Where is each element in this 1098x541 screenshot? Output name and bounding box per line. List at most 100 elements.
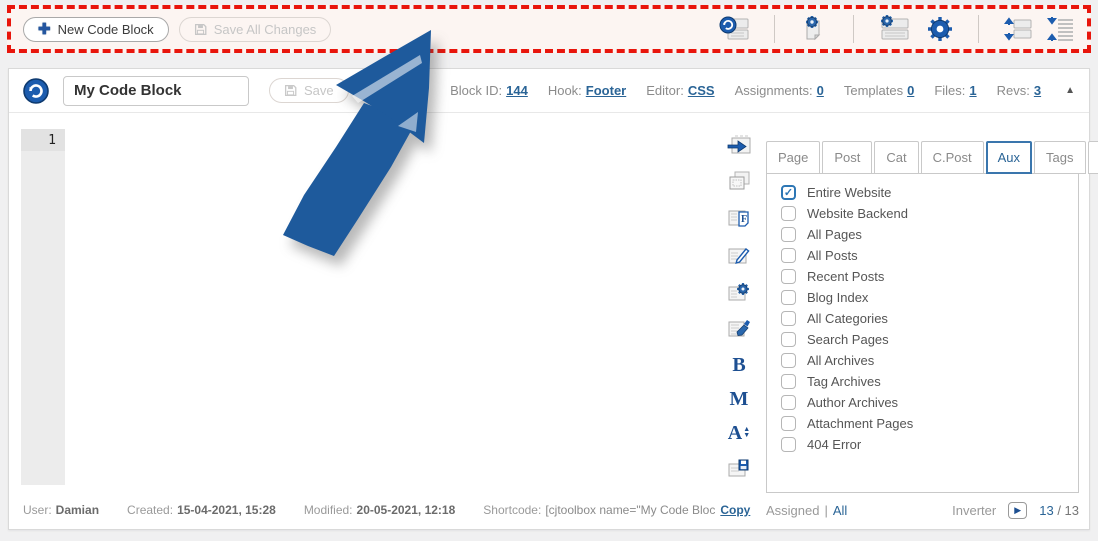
save-block-label: Save xyxy=(304,83,334,98)
checkbox-icon[interactable] xyxy=(781,227,796,242)
assignment-option[interactable]: Recent Posts xyxy=(781,266,1078,287)
meta-item: Hook: Footer xyxy=(547,82,627,98)
floppy-icon xyxy=(194,23,207,35)
assignment-option[interactable]: 404 Error xyxy=(781,434,1078,455)
assignment-option[interactable]: Search Pages xyxy=(781,329,1078,350)
main-toolbar: ✚ New Code Block Save All Changes xyxy=(7,5,1091,53)
assignment-option-label: All Pages xyxy=(807,227,862,242)
assignment-option-label: All Posts xyxy=(807,248,858,263)
save-block-button[interactable]: Save xyxy=(269,78,349,103)
assignment-panel: Page Post Cat C.Post Aux Tags Adv xyxy=(766,141,1098,519)
assignment-option[interactable]: Website Backend xyxy=(781,203,1078,224)
block-title-input[interactable] xyxy=(63,75,249,106)
assignment-option-label: All Categories xyxy=(807,311,888,326)
checkbox-icon[interactable] xyxy=(781,353,796,368)
assignment-option[interactable]: Author Archives xyxy=(781,392,1078,413)
assignment-option-label: Entire Website xyxy=(807,185,892,200)
block-settings-icon[interactable] xyxy=(727,281,751,304)
svg-text:F: F xyxy=(741,214,747,225)
checkbox-icon[interactable] xyxy=(781,290,796,305)
assignment-tab[interactable]: Cat xyxy=(874,141,919,174)
code-editor[interactable]: 1 xyxy=(21,127,721,485)
assignment-option[interactable]: Entire Website xyxy=(781,182,1078,203)
meta-item: Templates 0 xyxy=(843,82,915,98)
save-all-changes-button[interactable]: Save All Changes xyxy=(178,16,332,42)
collapse-panel-icon[interactable]: ▲ xyxy=(1065,85,1075,96)
import-to-block-icon[interactable] xyxy=(727,133,751,156)
bold-icon[interactable]: B xyxy=(732,354,746,376)
meta-item: Block ID: 144 xyxy=(450,82,528,98)
settings-gear-icon[interactable] xyxy=(926,15,954,43)
assignment-option-label: All Archives xyxy=(807,353,875,368)
toolbar-separator xyxy=(978,15,979,43)
shortcode-info: Shortcode: [cjtoolbox name="My Code Bloc C… xyxy=(483,503,751,517)
assignment-tab[interactable]: Aux xyxy=(985,141,1033,174)
font-size-icon[interactable]: A ▲ ▼ xyxy=(728,423,750,443)
new-code-block-button[interactable]: ✚ New Code Block xyxy=(23,16,169,42)
block-header: Save Block ID:144 Hook:Footer Editor:CSS… xyxy=(9,69,1089,113)
assignment-option-label: Author Archives xyxy=(807,395,899,410)
block-meta-row: Block ID: 144 Hook: Footer Editor: CSS Assi… xyxy=(450,82,1041,100)
assignment-option[interactable]: Attachment Pages xyxy=(781,413,1078,434)
assignment-option[interactable]: All Categories xyxy=(781,308,1078,329)
assignment-tab[interactable]: Page xyxy=(766,141,821,174)
font-size-arrows: ▲ ▼ xyxy=(743,425,751,439)
assignment-option[interactable]: All Pages xyxy=(781,224,1078,245)
created-info: Created: 15-04-2021, 15:28 xyxy=(127,503,276,517)
checkbox-icon[interactable] xyxy=(781,374,796,389)
meta-value-link[interactable]: 144 xyxy=(506,82,528,98)
assignment-option[interactable]: All Archives xyxy=(781,350,1078,371)
assignment-tab[interactable]: C.Post xyxy=(920,141,984,174)
meta-item: Revs: 3 xyxy=(996,82,1042,98)
toolbar-icon-group xyxy=(718,15,1075,43)
meta-value-link[interactable]: 3 xyxy=(1033,82,1042,98)
plus-icon: ✚ xyxy=(38,20,51,38)
duplicate-block-icon[interactable] xyxy=(727,170,751,193)
code-file-icon[interactable]: F xyxy=(727,207,751,230)
assignment-option-label: Attachment Pages xyxy=(807,416,914,431)
checkbox-icon[interactable] xyxy=(781,206,796,221)
checkbox-icon[interactable] xyxy=(781,416,796,431)
meta-value-link[interactable]: 1 xyxy=(969,82,977,98)
assignment-footer: Assigned | All Inverter ▶ 13 / 13 xyxy=(766,502,1079,519)
meta-value-link[interactable]: 0 xyxy=(907,82,915,98)
save-block-file-icon[interactable] xyxy=(727,457,751,480)
edit-code-icon[interactable] xyxy=(727,244,751,267)
assignment-option[interactable]: Blog Index xyxy=(781,287,1078,308)
meta-value-link[interactable]: Footer xyxy=(585,82,627,98)
modified-info: Modified: 20-05-2021, 12:18 xyxy=(303,503,456,517)
format-code-icon[interactable] xyxy=(727,318,751,341)
checkbox-icon[interactable] xyxy=(781,332,796,347)
checkbox-icon[interactable] xyxy=(781,248,796,263)
checkbox-icon[interactable] xyxy=(781,395,796,410)
code-block-panel: Save Block ID:144 Hook:Footer Editor:CSS… xyxy=(8,68,1098,530)
inverter-toggle[interactable]: Inverter xyxy=(952,503,997,518)
collapse-all-icon[interactable] xyxy=(1047,15,1075,43)
save-all-changes-label: Save All Changes xyxy=(213,21,317,37)
editor-gutter: 1 xyxy=(21,129,65,485)
checkbox-icon[interactable] xyxy=(781,437,796,452)
assigned-filter[interactable]: Assigned xyxy=(766,503,820,518)
assignment-option[interactable]: All Posts xyxy=(781,245,1078,266)
logo-icon xyxy=(23,77,49,104)
play-icon[interactable]: ▶ xyxy=(1008,502,1028,519)
expand-all-icon[interactable] xyxy=(1003,15,1033,43)
assignment-tab[interactable]: Tags xyxy=(1034,141,1086,174)
templates-icon[interactable] xyxy=(799,15,829,43)
assignment-tab[interactable]: Post xyxy=(822,141,873,174)
checkbox-icon[interactable] xyxy=(781,311,796,326)
all-filter[interactable]: All xyxy=(832,503,848,518)
minify-icon[interactable]: M xyxy=(729,388,749,410)
meta-value-link[interactable]: 0 xyxy=(816,82,824,98)
copy-shortcode-link[interactable]: Copy xyxy=(720,503,751,517)
assignment-tab[interactable]: Adv xyxy=(1087,141,1098,174)
checkbox-icon[interactable] xyxy=(781,185,796,200)
blocks-settings-icon[interactable] xyxy=(878,15,912,43)
assignment-option[interactable]: Tag Archives xyxy=(781,371,1078,392)
checkbox-icon[interactable] xyxy=(781,269,796,284)
manage-blocks-icon[interactable] xyxy=(718,15,750,43)
meta-value-link[interactable]: CSS xyxy=(687,82,715,98)
assignment-option-label: Search Pages xyxy=(807,332,889,347)
toolbar-separator xyxy=(853,15,854,43)
